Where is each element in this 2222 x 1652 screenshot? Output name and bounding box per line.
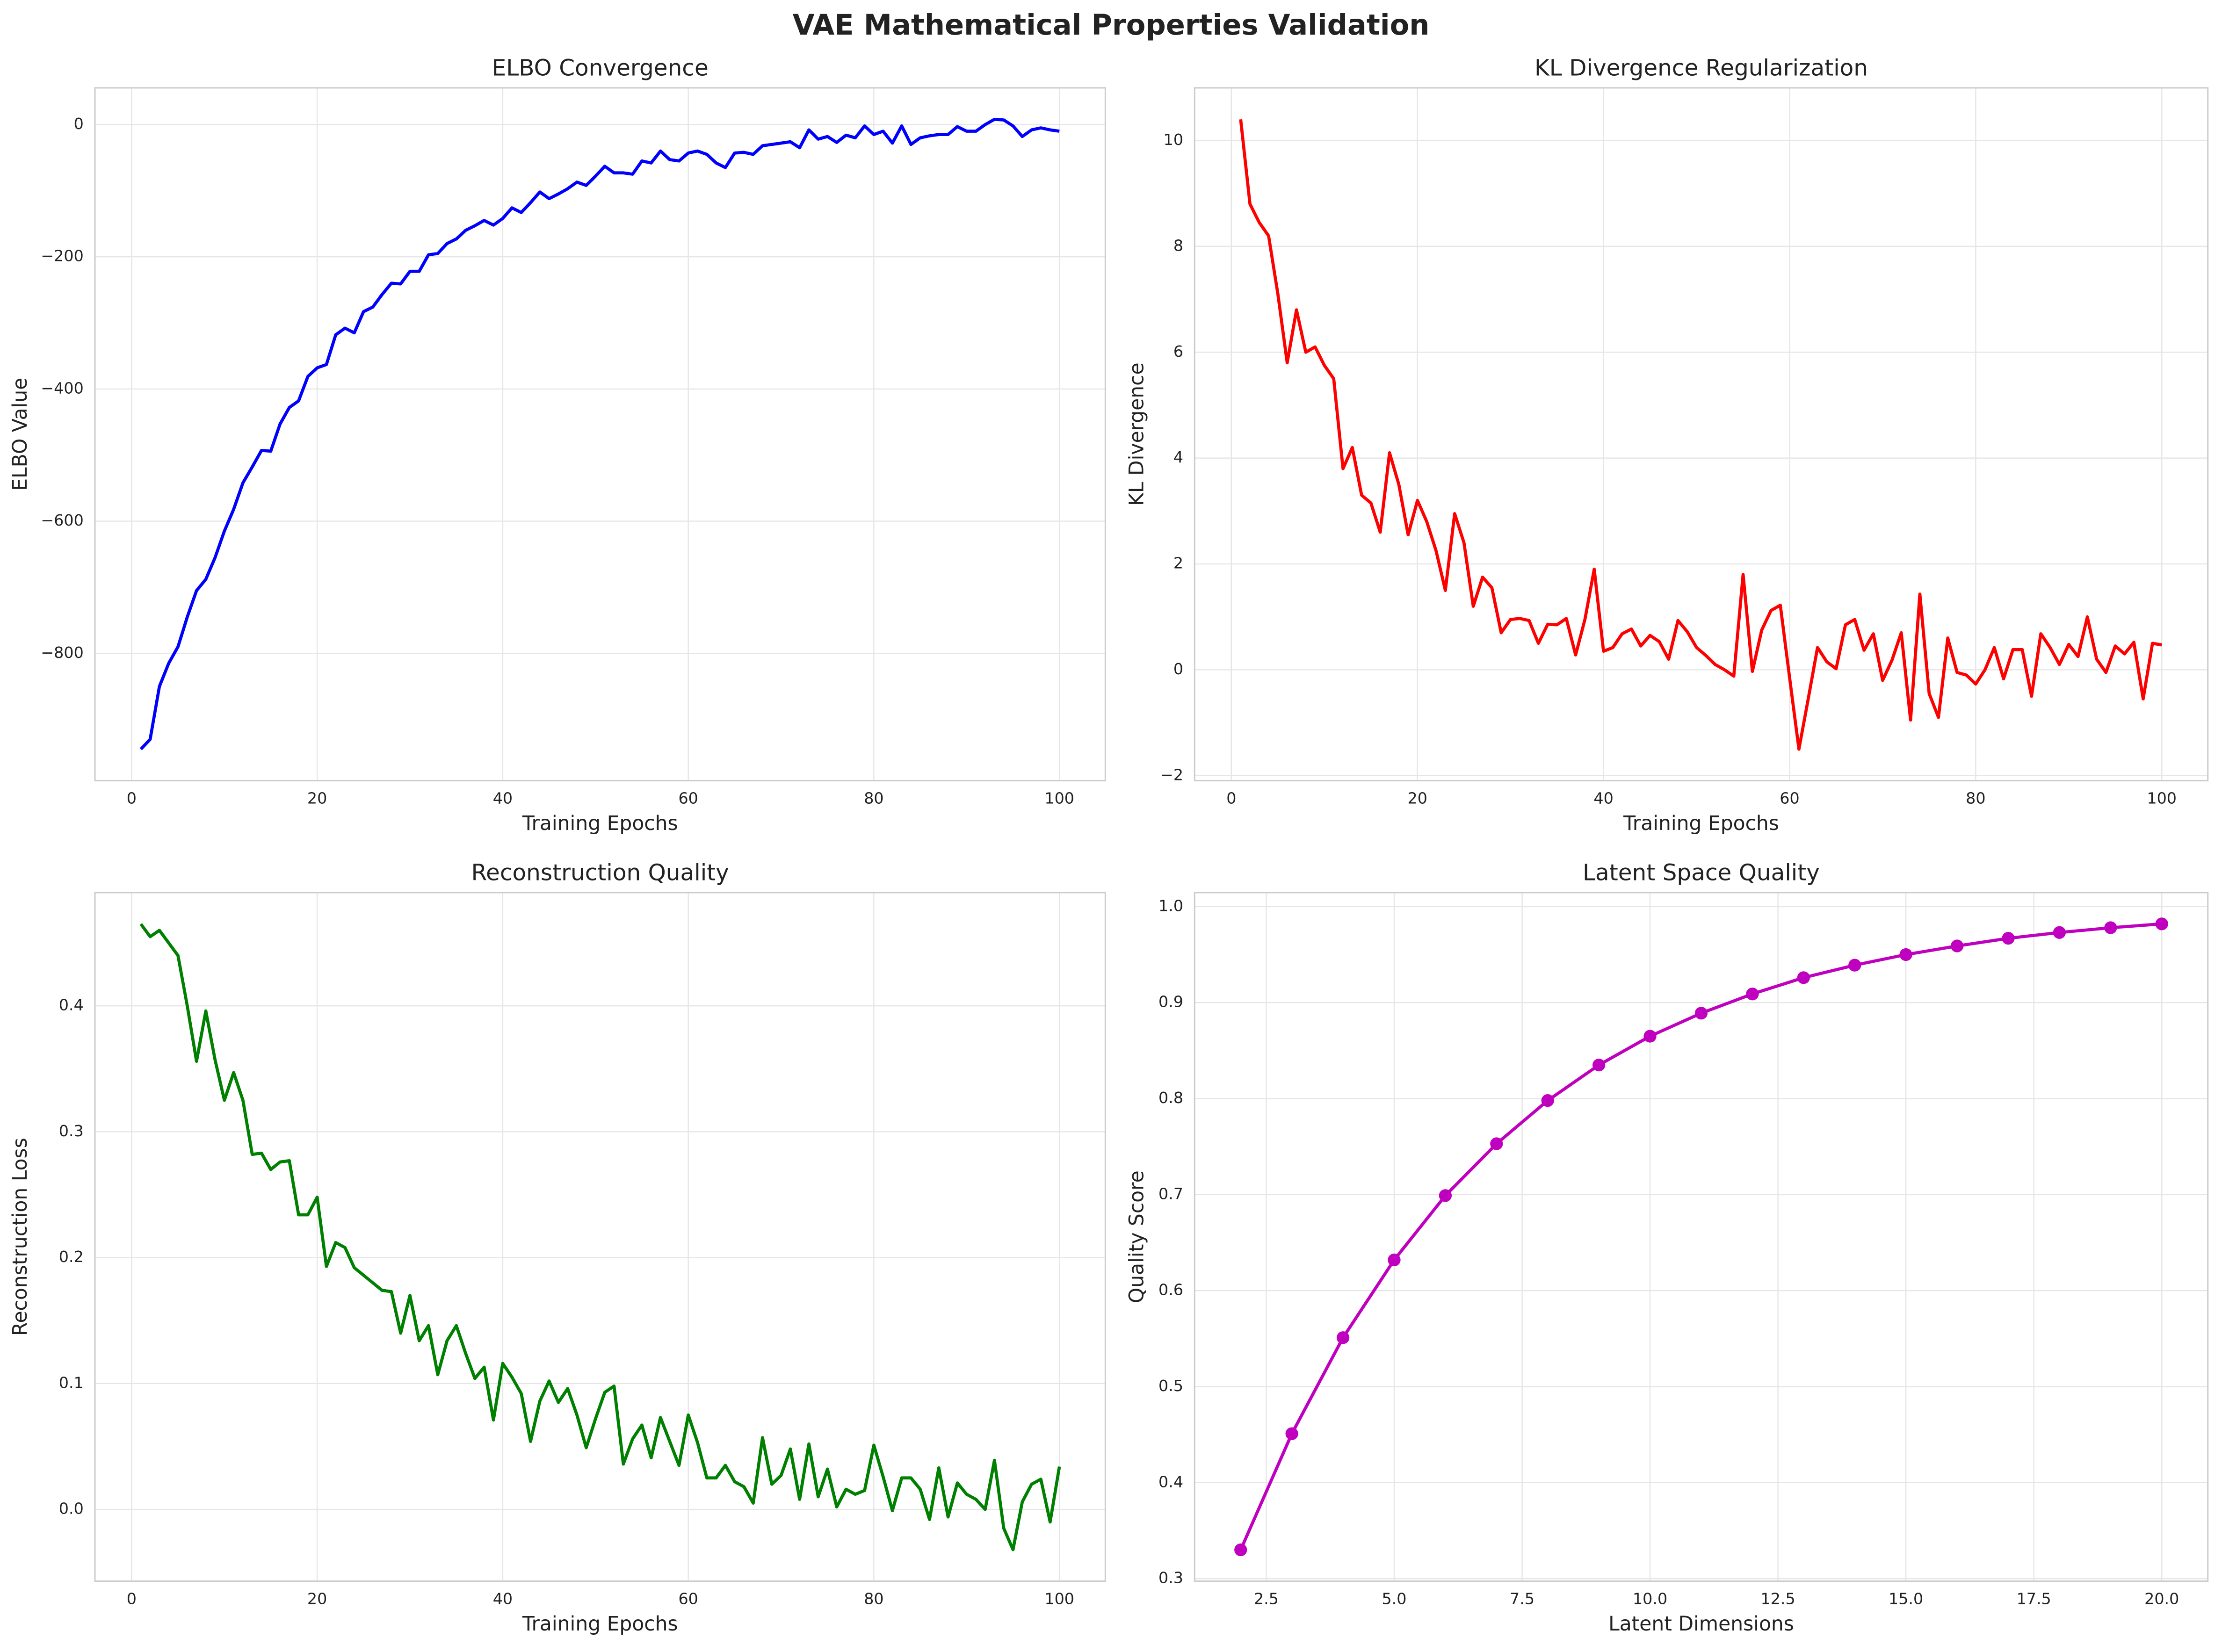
y-tick-label: −200 — [41, 247, 84, 265]
data-point — [1439, 1189, 1452, 1202]
y-axis-label: Reconstruction Loss — [9, 1138, 32, 1336]
y-axis-label: ELBO Value — [9, 378, 32, 491]
data-point — [1848, 959, 1861, 972]
data-point — [1336, 1331, 1350, 1344]
x-tick-label: 20 — [1408, 789, 1427, 807]
y-tick-label: 0.1 — [59, 1373, 84, 1392]
data-point — [1746, 988, 1759, 1001]
data-line — [139, 923, 1061, 1551]
x-tick-label: 40 — [1593, 789, 1613, 807]
axes-frame — [1194, 892, 2209, 1582]
data-point — [1234, 1543, 1247, 1557]
x-tick-label: 60 — [678, 789, 698, 807]
y-tick-label: −2 — [1160, 765, 1183, 784]
x-tick-label: 40 — [493, 1589, 513, 1608]
x-tick-label: 5.0 — [1382, 1589, 1406, 1608]
data-point — [1490, 1137, 1503, 1150]
data-point — [2155, 917, 2168, 931]
y-tick-label: −400 — [41, 379, 84, 397]
x-tick-label: 60 — [678, 1589, 698, 1608]
x-tick-label: 100 — [1044, 789, 1074, 807]
y-tick-label: 0 — [74, 115, 84, 133]
x-tick-label: 0 — [127, 789, 137, 807]
y-tick-label: 10 — [1164, 130, 1183, 149]
subplot-title: Reconstruction Quality — [471, 860, 729, 886]
x-tick-label: 20 — [307, 789, 327, 807]
x-tick-label: 17.5 — [2017, 1589, 2051, 1608]
x-tick-label: 20 — [307, 1589, 327, 1608]
data-line — [139, 117, 1060, 750]
y-tick-label: −800 — [41, 643, 84, 662]
y-tick-label: 0.7 — [1158, 1184, 1183, 1203]
x-axis-label: Training Epochs — [1623, 812, 1779, 835]
y-tick-label: 0.3 — [1158, 1569, 1183, 1587]
y-tick-label: 0.0 — [59, 1500, 84, 1518]
y-tick-label: 0.5 — [1158, 1377, 1183, 1395]
y-tick-label: 0.6 — [1158, 1281, 1183, 1299]
data-point — [1950, 939, 1964, 952]
data-point — [1285, 1427, 1298, 1440]
y-tick-label: 0 — [1173, 660, 1183, 678]
x-tick-label: 15.0 — [1889, 1589, 1923, 1608]
subplot-title: Latent Space Quality — [1583, 860, 1820, 886]
axes-frame — [94, 87, 1106, 782]
x-tick-label: 80 — [1966, 789, 1985, 807]
data-point — [1643, 1030, 1657, 1043]
data-point — [1541, 1094, 1554, 1107]
x-tick-label: 2.5 — [1254, 1589, 1279, 1608]
y-tick-label: 4 — [1173, 448, 1183, 466]
data-line — [1239, 119, 2162, 751]
y-tick-label: 8 — [1173, 236, 1183, 254]
x-tick-label: 20.0 — [2144, 1589, 2179, 1608]
x-tick-label: 100 — [2147, 789, 2177, 807]
data-point — [1592, 1059, 1606, 1072]
data-point — [1797, 971, 1810, 984]
y-tick-label: 0.2 — [59, 1248, 84, 1266]
y-tick-label: 0.4 — [59, 996, 84, 1014]
subplot-title: KL Divergence Regularization — [1534, 55, 1868, 81]
x-tick-label: 80 — [864, 1589, 883, 1608]
y-tick-label: 2 — [1173, 554, 1183, 572]
y-tick-label: 0.8 — [1158, 1089, 1183, 1107]
x-tick-label: 60 — [1780, 789, 1799, 807]
x-axis-label: Training Epochs — [522, 1613, 678, 1636]
x-tick-label: 10.0 — [1633, 1589, 1667, 1608]
y-axis-label: Quality Score — [1126, 1170, 1149, 1303]
x-axis-label: Training Epochs — [522, 812, 678, 835]
y-tick-label: 6 — [1173, 342, 1183, 361]
y-tick-label: 0.9 — [1158, 993, 1183, 1011]
axes-frame — [1194, 87, 2209, 782]
y-tick-label: 1.0 — [1158, 896, 1183, 915]
figure-title: VAE Mathematical Properties Validation — [793, 9, 1430, 42]
data-point — [2002, 932, 2015, 945]
x-tick-label: 0 — [1226, 789, 1236, 807]
subplot-title: ELBO Convergence — [492, 55, 709, 81]
x-tick-label: 0 — [127, 1589, 137, 1608]
data-point — [2104, 921, 2117, 934]
x-tick-label: 12.5 — [1761, 1589, 1795, 1608]
y-tick-label: 0.3 — [59, 1122, 84, 1140]
data-point — [2053, 926, 2066, 939]
x-tick-label: 100 — [1044, 1589, 1074, 1608]
data-point — [1694, 1007, 1708, 1020]
x-axis-label: Latent Dimensions — [1608, 1613, 1794, 1636]
data-point — [1899, 948, 1912, 961]
data-point — [1388, 1253, 1401, 1267]
x-tick-label: 80 — [864, 789, 883, 807]
axes-frame — [94, 892, 1106, 1582]
x-tick-label: 7.5 — [1510, 1589, 1534, 1608]
y-tick-label: −600 — [41, 511, 84, 529]
y-axis-label: KL Divergence — [1126, 362, 1149, 506]
y-tick-label: 0.4 — [1158, 1472, 1183, 1491]
x-tick-label: 40 — [493, 789, 513, 807]
